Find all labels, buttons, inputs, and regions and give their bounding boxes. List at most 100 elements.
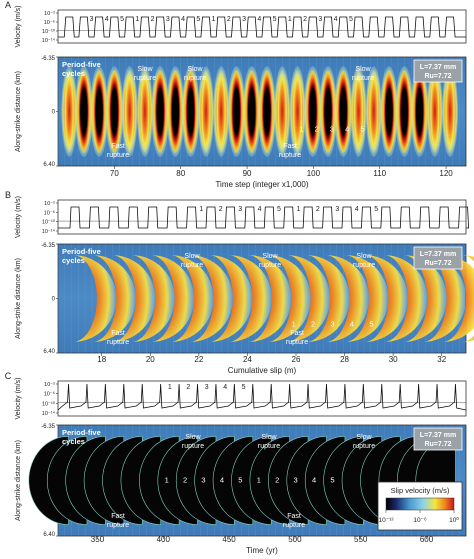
velocity-cycle-label: 4 (105, 16, 109, 23)
velocity-cycle-label: 1 (212, 16, 216, 23)
parameter-text: L=7.37 mm (420, 432, 456, 439)
velocity-axis-label: Velocity (m/s) (15, 196, 22, 238)
rupture-mark (169, 70, 182, 153)
slow-rupture-label: rupture (181, 262, 203, 269)
rupture-mark (422, 255, 467, 342)
rupture-mark (216, 70, 227, 153)
velocity-cycle-label: 1 (135, 16, 139, 23)
rupture-mark (286, 255, 331, 342)
slow-rupture-label: Slow (356, 253, 372, 260)
fast-rupture-label: Fast (111, 143, 125, 150)
rupture-mark (184, 70, 197, 153)
rupture-mark (292, 70, 303, 153)
rupture-mark (325, 255, 369, 342)
x-tick-label: 26 (292, 355, 301, 364)
slow-rupture-label: Slow (262, 253, 278, 260)
rupture-mark (260, 70, 273, 153)
period-title: Period-five (62, 60, 101, 69)
velocity-frame (57, 380, 467, 417)
map-axis-label: Along-strike distance (km) (15, 440, 22, 521)
rupture-mark (383, 70, 396, 153)
parameter-box (413, 246, 463, 270)
x-tick-label: 450 (222, 535, 236, 544)
velocity-cycle-label: 5 (273, 16, 277, 23)
map-tick-label: -6.35 (41, 243, 55, 249)
x-tick-label: 500 (288, 535, 302, 544)
velocity-cycle-label: 2 (219, 206, 223, 213)
map-cycle-number: 2 (275, 476, 279, 485)
map-cycle-number: 2 (311, 320, 315, 329)
velocity-tick-label: 10⁻² (44, 201, 55, 207)
x-axis-label: Time step (integer x1,000) (215, 180, 308, 189)
velocity-axis-label: Velocity (m/s) (15, 5, 22, 47)
x-axis-label: Cumulative slip (m) (228, 366, 297, 375)
x-tick-label: 600 (420, 535, 434, 544)
velocity-cycle-label: 1 (168, 384, 172, 391)
x-tick-label: 70 (110, 169, 119, 178)
x-tick-label: 18 (97, 355, 106, 364)
slow-rupture-label: Slow (261, 434, 277, 441)
rupture-mark (267, 255, 311, 342)
slow-rupture-label: rupture (353, 262, 375, 269)
velocity-trace-line (58, 16, 466, 38)
rupture-mark (445, 70, 456, 153)
velocity-tick-label: 10⁻² (44, 11, 55, 17)
map-tick-label: 6.40 (43, 162, 55, 168)
slow-rupture-label: rupture (182, 443, 204, 450)
x-tick-label: 550 (354, 535, 368, 544)
parameter-text: Ru=7.72 (424, 260, 451, 267)
map-cycle-number: 5 (330, 476, 334, 485)
x-tick-label: 30 (389, 355, 398, 364)
fast-rupture-label: rupture (286, 339, 308, 346)
rupture-mark (337, 70, 350, 153)
velocity-cycle-label: 3 (335, 206, 339, 213)
velocity-cycle-label: 5 (196, 16, 200, 23)
map-cycle-number: 4 (350, 320, 354, 329)
x-tick-label: 350 (91, 535, 105, 544)
rupture-mark (124, 70, 135, 153)
x-tick-label: 32 (437, 355, 446, 364)
parameter-text: Ru=7.72 (424, 441, 451, 448)
parameter-text: L=7.37 mm (420, 251, 456, 258)
colorbar-title: Slip velocity (m/s) (391, 486, 450, 495)
velocity-tick-label: 10⁻¹⁴ (42, 410, 56, 417)
panel-letter: C (5, 371, 12, 381)
rupture-mark (306, 255, 350, 342)
rupture-mark (200, 70, 211, 153)
slow-rupture-label: rupture (352, 75, 374, 82)
rupture-mark (429, 70, 440, 153)
map-axis-label: Along-strike distance (km) (15, 71, 22, 152)
slow-rupture-label: rupture (353, 443, 375, 450)
period-title: Period-five (62, 247, 101, 256)
rupture-mark (154, 70, 167, 153)
map-axis-label: Along-strike distance (km) (15, 258, 22, 339)
colorbar-gradient (385, 497, 455, 511)
rupture-mark (170, 255, 214, 342)
x-tick-label: 100 (307, 169, 321, 178)
parameter-text: Ru=7.72 (424, 73, 451, 80)
map-cycle-number: 4 (220, 476, 224, 485)
x-tick-label: 110 (373, 169, 386, 178)
fast-rupture-label: rupture (107, 339, 129, 346)
slow-rupture-label: Slow (187, 66, 203, 73)
map-cycle-number: 3 (330, 320, 334, 329)
slow-rupture-label: rupture (259, 262, 281, 269)
fast-rupture-label: rupture (107, 152, 129, 159)
rupture-mark (306, 70, 319, 153)
velocity-cycle-label: 4 (258, 206, 262, 213)
fast-rupture-label: Fast (111, 513, 125, 520)
panel-a: A 10⁻² 10⁻⁶ 10⁻¹⁰ 10⁻¹⁴ Velocity (m/s) 3 4 5 1 2 3 4… (5, 0, 467, 189)
fast-rupture-label: Fast (111, 330, 125, 337)
velocity-cycle-label: 4 (257, 16, 261, 23)
map-cycle-number: 1 (165, 476, 169, 485)
rupture-mark (368, 70, 379, 153)
rupture-mark (139, 70, 150, 153)
x-tick-label: 80 (176, 169, 185, 178)
map-cycle-number: 3 (294, 476, 298, 485)
map-cycle-number: 3 (201, 476, 205, 485)
x-tick-label: 24 (243, 355, 252, 364)
rupture-mark (64, 70, 75, 153)
fast-rupture-label: Fast (283, 143, 297, 150)
colorbar-tick-label: 10⁻⁶ (413, 517, 427, 524)
map-cycle-number: 5 (238, 476, 242, 485)
